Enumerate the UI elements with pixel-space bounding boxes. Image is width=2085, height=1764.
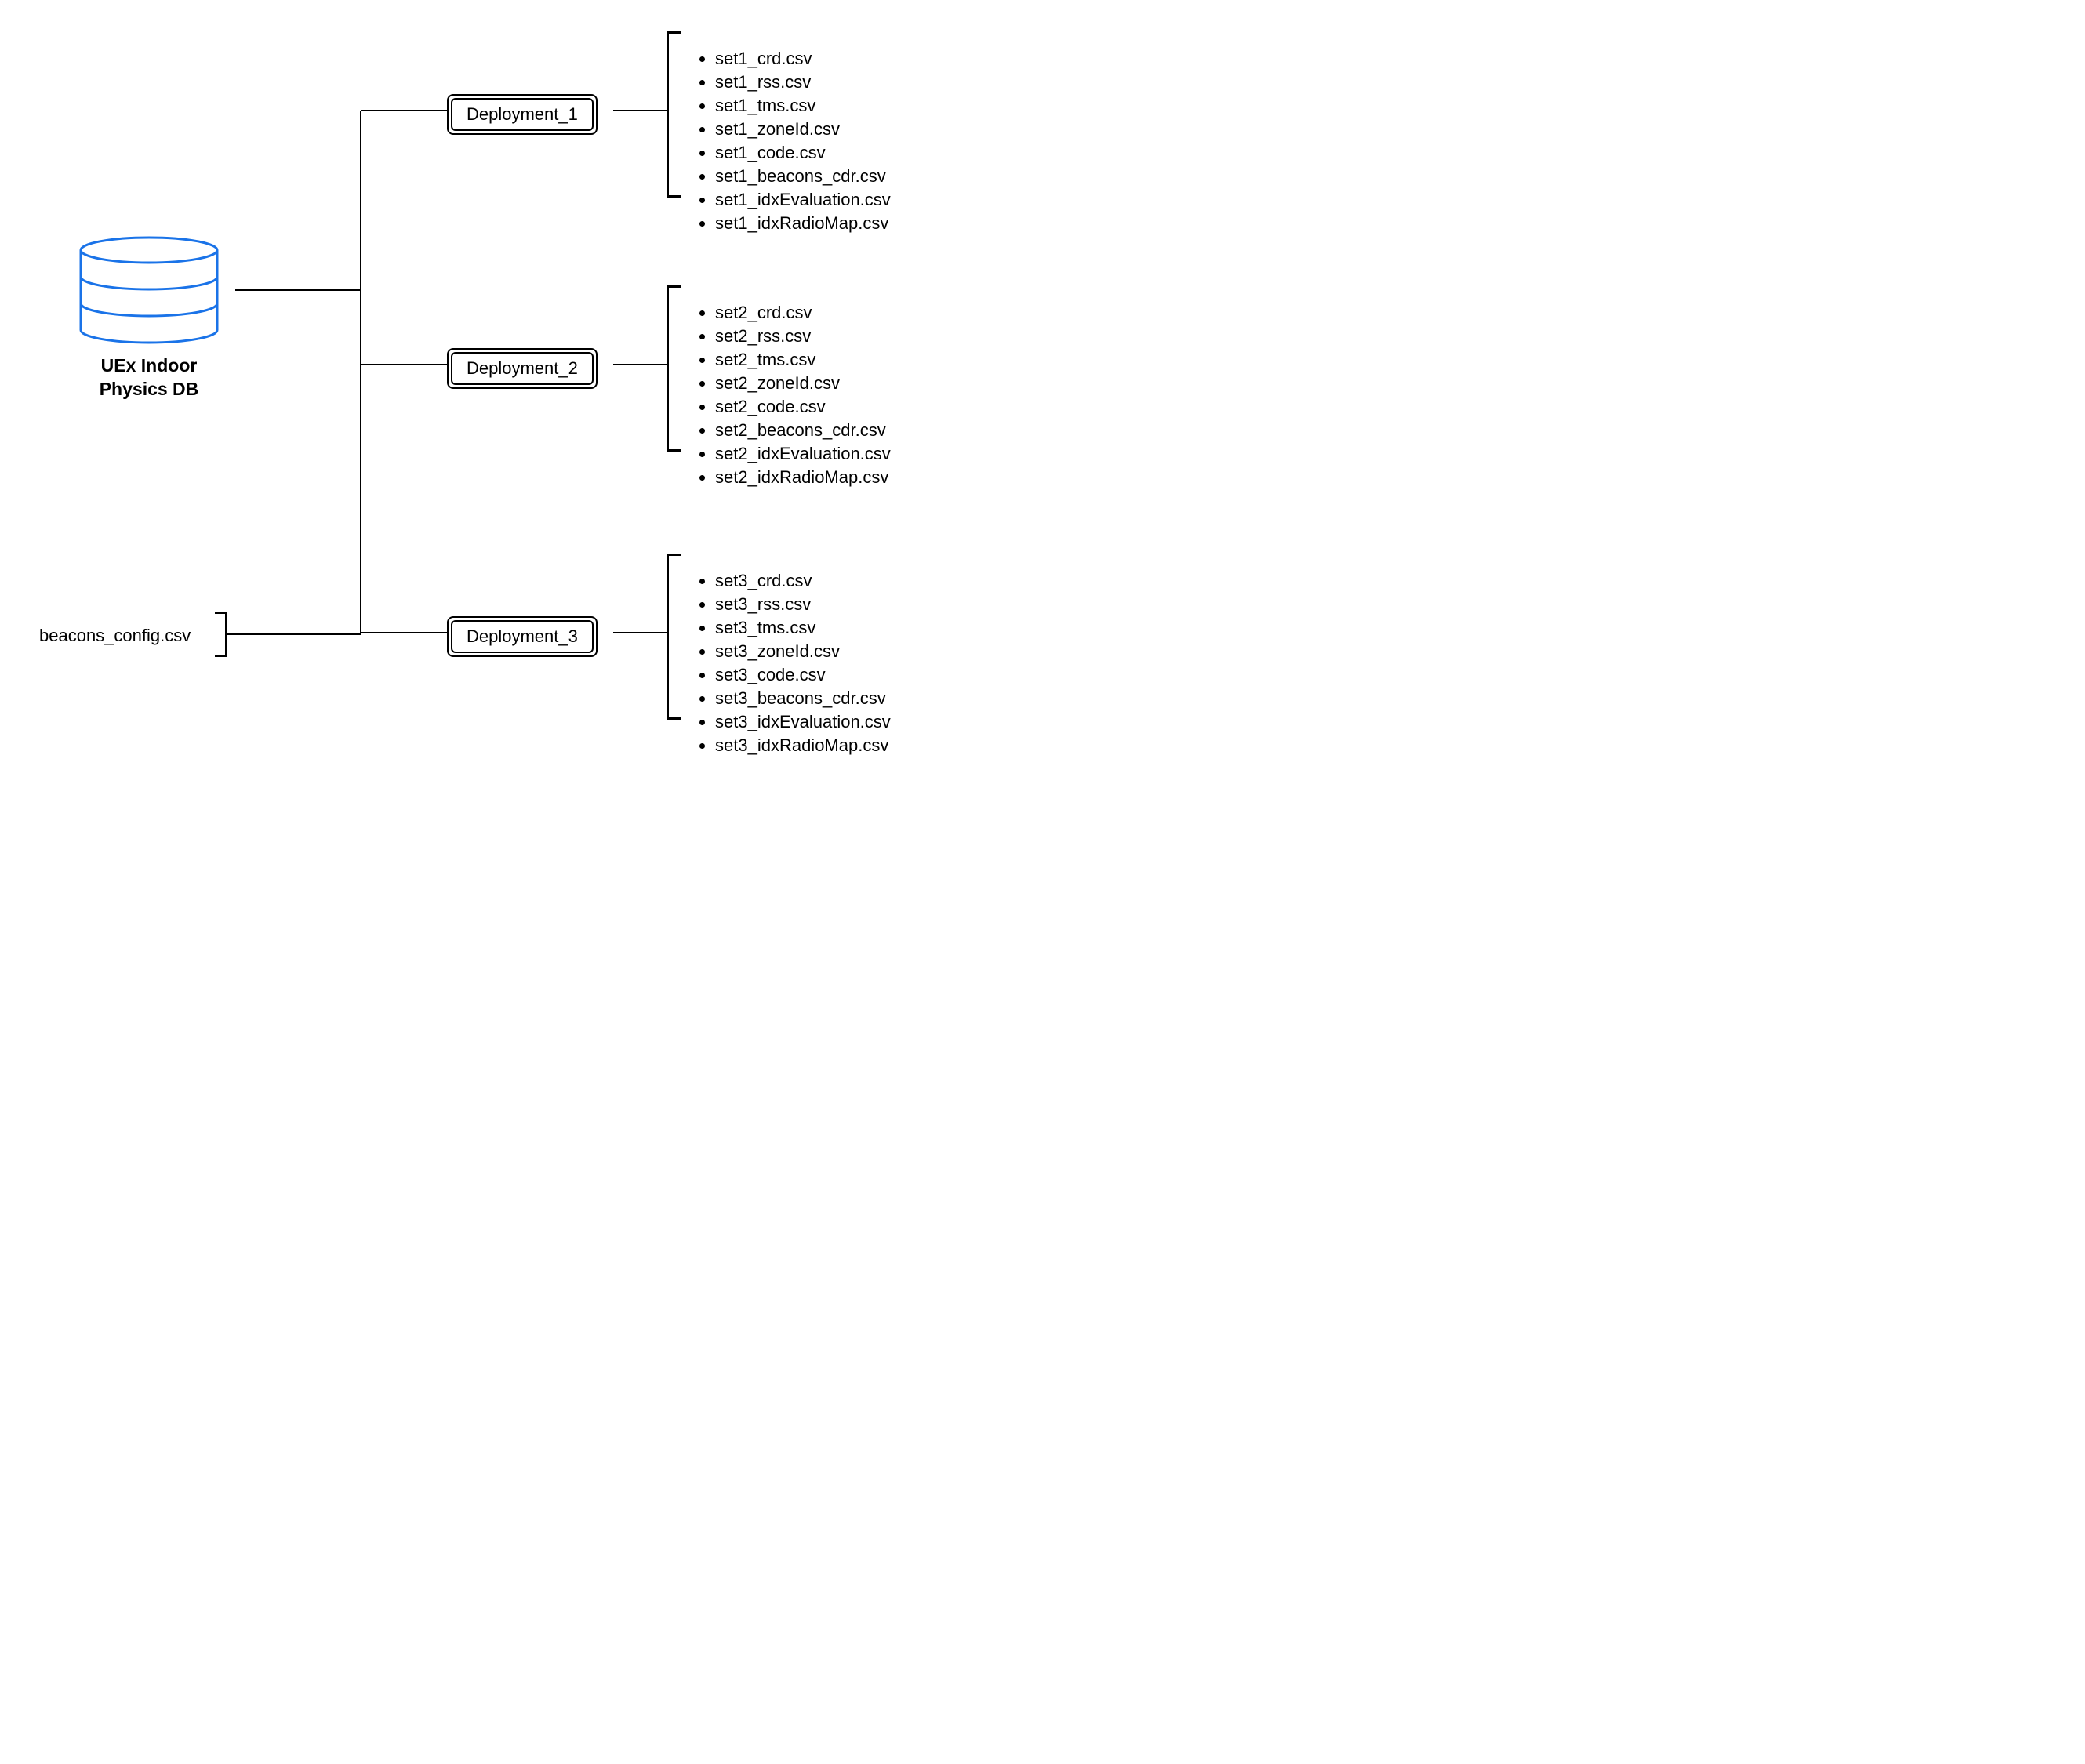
config-file-label: beacons_config.csv	[39, 626, 191, 646]
file-item: set1_idxEvaluation.csv	[715, 190, 891, 210]
file-list-bracket	[667, 285, 681, 452]
file-item: set1_beacons_cdr.csv	[715, 166, 891, 187]
file-item: set1_code.csv	[715, 143, 891, 163]
deployment-label: Deployment_1	[451, 98, 594, 131]
file-item: set1_idxRadioMap.csv	[715, 213, 891, 234]
file-item: set3_tms.csv	[715, 618, 891, 638]
deployment-label: Deployment_2	[451, 352, 594, 385]
file-item: set2_zoneId.csv	[715, 373, 891, 394]
file-item: set1_crd.csv	[715, 49, 891, 69]
deployment-node: Deployment_1	[447, 94, 598, 135]
file-item: set3_code.csv	[715, 665, 891, 685]
config-bracket	[215, 612, 227, 657]
file-item: set2_code.csv	[715, 397, 891, 417]
file-list: set3_crd.csv set3_rss.csv set3_tms.csv set3…	[687, 555, 906, 771]
file-list: set1_crd.csv set1_rss.csv set1_tms.csv set1…	[687, 33, 906, 249]
diagram-root: UEx IndoorPhysics DB beacons_config.csv …	[31, 31, 1035, 878]
file-item: set2_rss.csv	[715, 326, 891, 347]
deployment-node: Deployment_2	[447, 348, 598, 389]
file-item: set2_crd.csv	[715, 303, 891, 323]
file-item: set2_beacons_cdr.csv	[715, 420, 891, 441]
file-list: set2_crd.csv set2_rss.csv set2_tms.csv set2…	[687, 287, 906, 503]
deployment-node: Deployment_3	[447, 616, 598, 657]
file-item: set3_zoneId.csv	[715, 641, 891, 662]
file-item: set1_zoneId.csv	[715, 119, 891, 140]
file-item: set3_idxRadioMap.csv	[715, 735, 891, 756]
file-item: set1_tms.csv	[715, 96, 891, 116]
file-item: set3_idxEvaluation.csv	[715, 712, 891, 732]
deployment-label: Deployment_3	[451, 620, 594, 653]
file-item: set3_rss.csv	[715, 594, 891, 615]
db-title-line2: Physics DB	[100, 379, 199, 399]
file-list-bracket	[667, 31, 681, 198]
file-list-bracket	[667, 554, 681, 720]
file-item: set1_rss.csv	[715, 72, 891, 93]
file-item: set3_crd.csv	[715, 571, 891, 591]
file-item: set2_tms.csv	[715, 350, 891, 370]
file-item: set2_idxEvaluation.csv	[715, 444, 891, 464]
database-icon	[78, 235, 220, 349]
database-label: UEx Indoor Physics DB	[71, 354, 227, 401]
file-item: set3_beacons_cdr.csv	[715, 688, 891, 709]
db-title-line1: UEx Indoor	[101, 355, 198, 376]
file-item: set2_idxRadioMap.csv	[715, 467, 891, 488]
